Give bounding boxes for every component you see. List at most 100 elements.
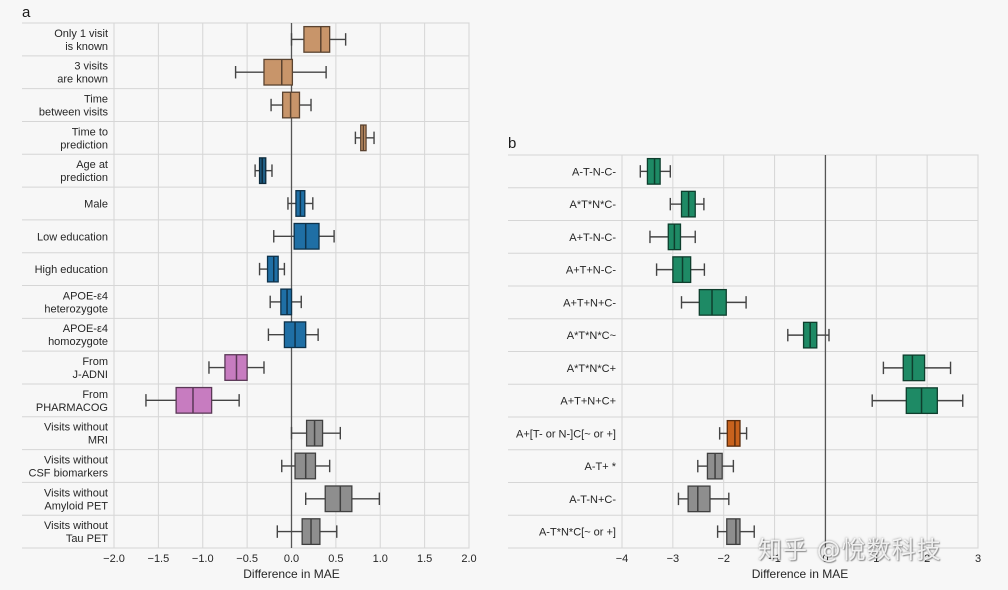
category-label: A+[T- or N-]C[~ or +] [516, 428, 616, 440]
x-tick-label: 0.0 [284, 553, 299, 565]
box-row: A*T*N*C~ [567, 321, 830, 349]
category-label: Visits without [44, 520, 108, 532]
category-label: A-T-N+C- [569, 494, 616, 506]
category-label: Time [84, 94, 108, 106]
category-label: 3 visits [74, 61, 108, 73]
category-label: A+T+N+C+ [560, 396, 616, 408]
x-tick-label: 0 [822, 553, 828, 565]
box-row: A-T*N*C[~ or +] [539, 518, 755, 546]
box-row: High education [35, 255, 286, 283]
category-label: Age at [76, 159, 108, 171]
iqr-box [266, 255, 279, 283]
box-row: Low education [37, 222, 335, 250]
iqr-box [280, 288, 293, 316]
panel-letter: b [508, 135, 516, 152]
category-label: APOE-ε4 [63, 323, 108, 335]
x-tick-label: −3 [667, 553, 680, 565]
panel-a: a −2.0 −1.5 −1.0 −0.5 0.0 0.5 1.0 1.5 2.0 Differen… [22, 4, 477, 581]
iqr-box [263, 58, 294, 86]
category-label: CSF biomarkers [29, 467, 109, 479]
category-label: Visits without [44, 454, 108, 466]
category-label: A*T*N*C- [570, 199, 617, 211]
category-label: Low education [37, 231, 108, 243]
x-tick-label: −1.5 [148, 553, 170, 565]
box-row: A+T+N+C+ [560, 387, 964, 415]
x-tick-label: −1 [768, 553, 781, 565]
category-label: A-T*N*C[~ or +] [539, 527, 616, 539]
box-row: A+T+N+C- [563, 288, 747, 316]
x-tick-label: 3 [975, 553, 981, 565]
box-row: Male [84, 190, 314, 217]
category-label: A-T+ * [585, 461, 617, 473]
category-label: A+T+N+C- [563, 297, 616, 309]
x-tick-label: 0.5 [328, 553, 343, 565]
x-tick-label: −4 [616, 553, 629, 565]
category-label: Amyloid PET [44, 500, 108, 512]
category-label: is known [65, 41, 108, 53]
x-axis-label: Difference in MAE [243, 567, 340, 581]
category-label: are known [57, 74, 108, 86]
box-row: A-T-N-C- [572, 157, 672, 185]
category-label: From [82, 356, 108, 368]
iqr-box [175, 386, 213, 414]
iqr-box [672, 256, 692, 284]
iqr-box [726, 419, 741, 447]
category-label: High education [35, 264, 108, 276]
box-row: A+T-N-C- [569, 223, 696, 251]
iqr-box [293, 222, 320, 250]
box-row: A+[T- or N-]C[~ or +] [516, 419, 748, 447]
category-label: PHARMACOG [36, 402, 108, 414]
panel-b: b −4 −3 −2 −1 0 1 2 3 Difference in MAE A-T-N-C- A*… [508, 135, 981, 581]
box-row: A*T*N*C+ [567, 354, 952, 382]
category-label: between visits [39, 107, 109, 119]
category-label: Only 1 visit [54, 28, 108, 40]
category-label: A+T-N-C- [569, 232, 616, 244]
box-row: A-T+ * [585, 452, 735, 480]
x-tick-label: −0.5 [236, 553, 258, 565]
x-tick-label: −2 [717, 553, 730, 565]
x-tick-label: 1.5 [417, 553, 432, 565]
iqr-box [902, 354, 926, 382]
category-label: Tau PET [66, 533, 108, 545]
category-label: heterozygote [44, 303, 108, 315]
iqr-box [687, 485, 711, 513]
category-label: MRI [88, 435, 108, 447]
category-label: prediction [60, 139, 108, 151]
iqr-box [698, 288, 727, 316]
x-tick-label: 2 [924, 553, 930, 565]
category-label: Visits without [44, 487, 108, 499]
x-tick-label: 1 [873, 553, 879, 565]
x-tick-label: 1.0 [373, 553, 388, 565]
category-label: Time to [72, 126, 108, 138]
category-label: A*T*N*C~ [567, 330, 616, 342]
category-label: From [82, 389, 108, 401]
category-label: Male [84, 198, 108, 210]
box-row: A-T-N+C- [569, 485, 730, 513]
category-label: Visits without [44, 422, 108, 434]
x-axis-label: Difference in MAE [752, 567, 849, 581]
iqr-box [303, 25, 331, 53]
panel-letter: a [22, 4, 31, 21]
category-label: A-T-N-C- [572, 166, 616, 178]
category-label: prediction [60, 172, 108, 184]
box-row: A+T+N-C- [566, 256, 706, 284]
iqr-box [646, 157, 661, 185]
iqr-box [324, 485, 353, 513]
category-label: APOE-ε4 [63, 290, 108, 302]
category-label: A+T+N-C- [566, 265, 616, 277]
x-tick-label: −1.0 [192, 553, 214, 565]
box-row: A*T*N*C- [570, 190, 705, 218]
category-label: homozygote [48, 336, 108, 348]
